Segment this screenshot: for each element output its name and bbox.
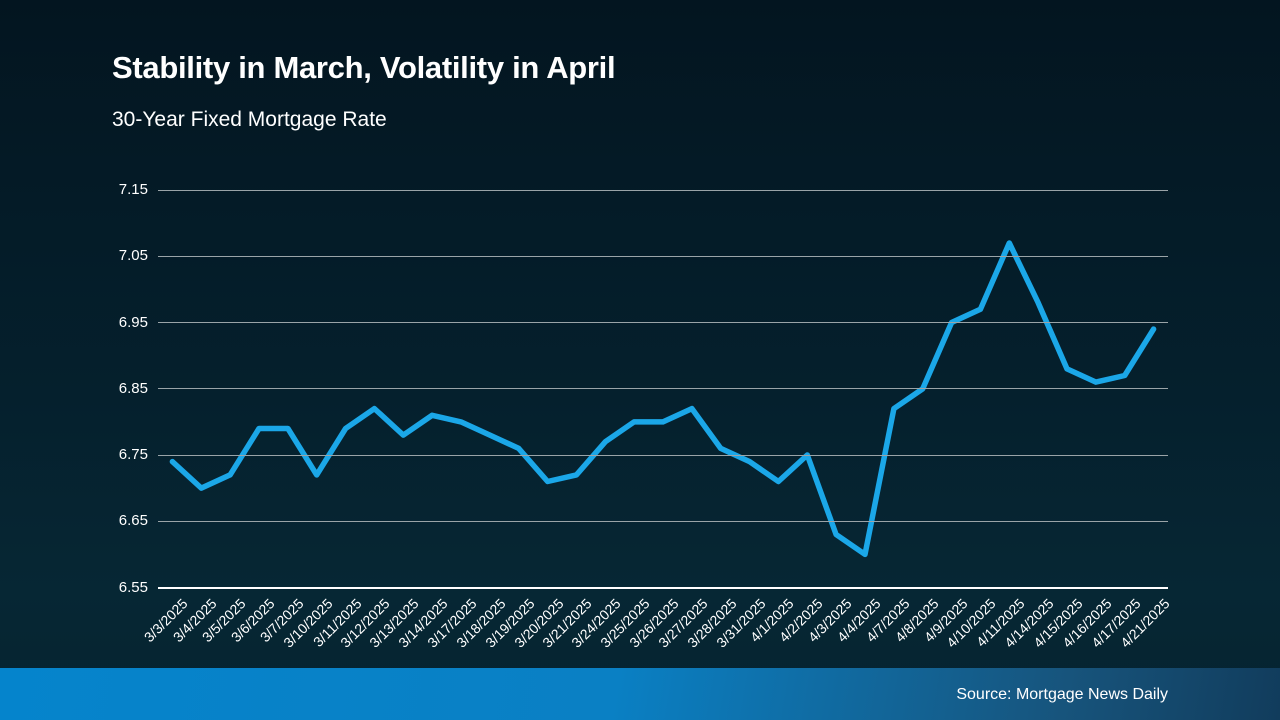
y-axis-label: 6.85 (118, 379, 148, 397)
y-axis-label: 7.05 (118, 247, 148, 265)
footer-bar: Source: Mortgage News Daily (0, 668, 1280, 720)
y-gridline (158, 520, 1168, 522)
y-gridline (158, 189, 1168, 191)
x-axis-line (158, 586, 1168, 589)
y-axis-label: 6.95 (118, 313, 148, 331)
page-subtitle: 30-Year Fixed Mortgage Rate (112, 108, 387, 131)
source-credit: Source: Mortgage News Daily (956, 686, 1168, 703)
page-title: Stability in March, Volatility in April (112, 50, 616, 85)
y-gridline (158, 255, 1168, 257)
y-gridline (158, 454, 1168, 456)
y-gridline (158, 388, 1168, 390)
y-gridline (158, 322, 1168, 323)
y-axis-label: 6.75 (118, 446, 148, 463)
y-axis-label: 6.55 (118, 578, 148, 596)
y-axis-label: 6.65 (118, 512, 148, 530)
y-axis-label: 7.15 (118, 181, 148, 198)
trend-line (169, 240, 1157, 558)
